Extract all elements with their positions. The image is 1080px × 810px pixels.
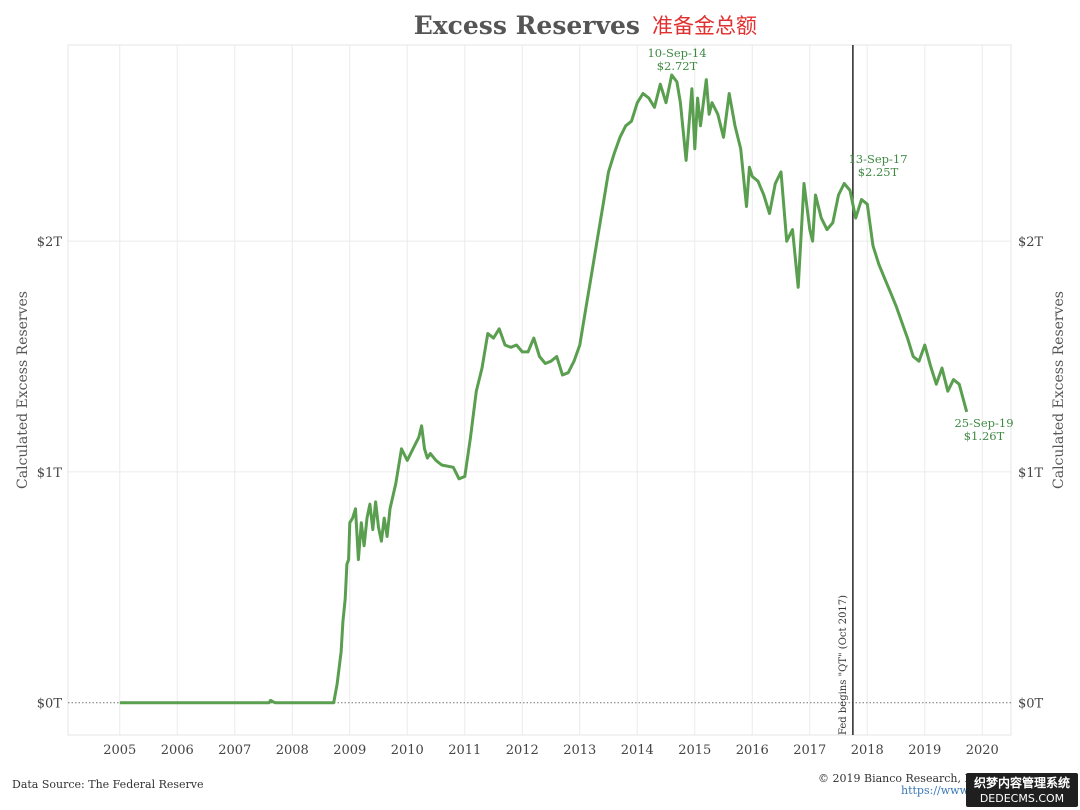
y-tick-label: $0T bbox=[37, 697, 63, 712]
x-tick-label: 2017 bbox=[793, 743, 826, 758]
x-tick-label: 2005 bbox=[103, 743, 136, 758]
x-tick-label: 2015 bbox=[678, 743, 711, 758]
x-tick-label: 2010 bbox=[391, 743, 424, 758]
x-tick-label: 2008 bbox=[276, 743, 309, 758]
annotation-end-2019: 25-Sep-19 $1.26T bbox=[954, 416, 1013, 443]
chart-title-cn: 准备金总额 bbox=[652, 14, 757, 38]
x-tick-label: 2007 bbox=[218, 743, 251, 758]
watermark-logo: 织梦内容管理系统 DEDECMS.COM bbox=[966, 773, 1078, 807]
x-tick-label: 2012 bbox=[506, 743, 539, 758]
x-tick-label: 2014 bbox=[621, 743, 654, 758]
source-link[interactable]: https://www. bbox=[901, 784, 971, 797]
x-tick-labels: 2005 2006 2007 2008 2009 2010 2011 2012 2013 2014… bbox=[103, 743, 999, 758]
x-tick-label: 2016 bbox=[736, 743, 769, 758]
y-axis-label-right: Calculated Excess Reserves bbox=[1051, 291, 1067, 489]
annotation-date: 13-Sep-17 bbox=[848, 152, 907, 166]
x-tick-label: 2011 bbox=[448, 743, 481, 758]
annotation-peak-2017: 13-Sep-17 $2.25T bbox=[848, 152, 907, 179]
copyright: © 2019 Bianco Research, L.L.C. bbox=[818, 772, 998, 785]
x-tick-label: 2009 bbox=[333, 743, 366, 758]
y-tick-labels-left: $0T $1T $2T bbox=[37, 235, 63, 712]
data-source: Data Source: The Federal Reserve bbox=[12, 778, 204, 791]
x-tick-label: 2020 bbox=[966, 743, 999, 758]
y-tick-label: $1T bbox=[1018, 466, 1044, 481]
annotation-value: $1.26T bbox=[964, 429, 1005, 443]
y-tick-label: $2T bbox=[1018, 235, 1044, 250]
series-line-excess-reserves bbox=[119, 73, 969, 705]
x-tick-label: 2018 bbox=[851, 743, 884, 758]
x-tick-label: 2006 bbox=[161, 743, 194, 758]
annotation-value: $2.72T bbox=[657, 59, 698, 73]
y-tick-label: $1T bbox=[37, 466, 63, 481]
x-tick-label: 2019 bbox=[908, 743, 941, 758]
watermark-bottom: DEDECMS.COM bbox=[980, 792, 1064, 805]
annotation-date: 10-Sep-14 bbox=[647, 46, 706, 60]
grid bbox=[68, 45, 1011, 735]
x-tick-label: 2013 bbox=[563, 743, 596, 758]
y-tick-label: $0T bbox=[1018, 697, 1044, 712]
y-axis-label-left: Calculated Excess Reserves bbox=[15, 291, 31, 489]
y-tick-label: $2T bbox=[37, 235, 63, 250]
chart-title: Excess Reserves bbox=[414, 11, 640, 40]
qt-line-label: Fed begins "QT" (Oct 2017) bbox=[838, 595, 849, 735]
watermark-top: 织梦内容管理系统 bbox=[974, 775, 1070, 790]
plot-area bbox=[67, 44, 1012, 736]
annotation-value: $2.25T bbox=[858, 165, 899, 179]
y-tick-labels-right: $0T $1T $2T bbox=[1018, 235, 1044, 712]
annotation-peak-2014: 10-Sep-14 $2.72T bbox=[647, 46, 706, 73]
annotation-date: 25-Sep-19 bbox=[954, 416, 1013, 430]
